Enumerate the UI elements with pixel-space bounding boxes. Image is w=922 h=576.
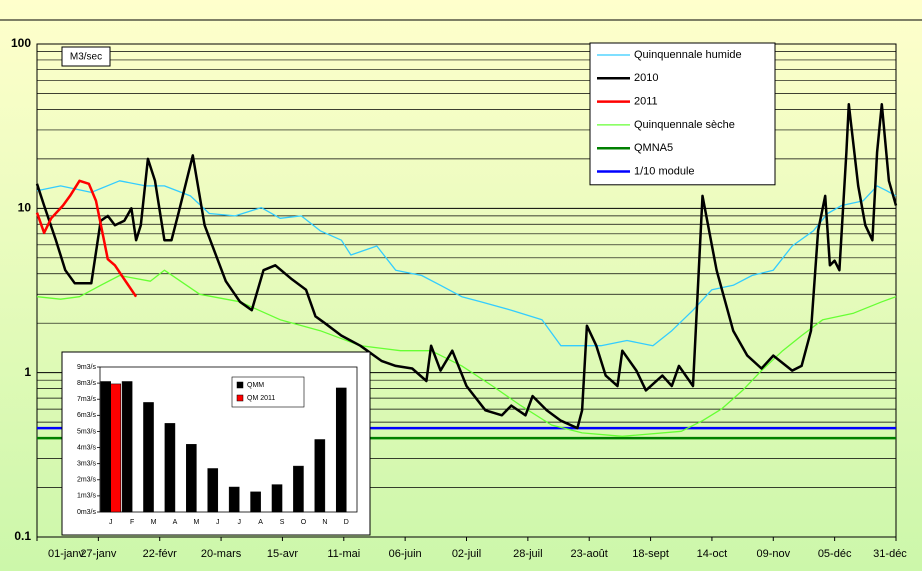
x-tick-label: 31-déc (873, 548, 907, 560)
x-tick-label: 18-sept (632, 548, 669, 560)
series-line (36, 269, 897, 437)
bar (121, 381, 133, 513)
y-tick-label: 6m3/s (77, 412, 97, 419)
x-tick-label: M (151, 519, 157, 526)
x-tick-label: D (344, 519, 349, 526)
series-line (35, 179, 138, 298)
x-tick-label: J (237, 519, 241, 526)
bar (314, 439, 326, 513)
bar (271, 484, 283, 513)
x-tick-label: 05-déc (818, 548, 852, 560)
x-tick-label: 15-avr (267, 548, 299, 560)
y-tick-label: 100 (11, 36, 31, 50)
legend-label: 1/10 module (634, 165, 695, 177)
y-tick-label: 4m3/s (77, 444, 97, 451)
y-tick-label: 2m3/s (77, 477, 97, 484)
legend-swatch (236, 381, 244, 389)
x-tick-label: O (301, 519, 307, 526)
legend-label: Quinquennale sèche (634, 119, 735, 131)
x-tick-label: 14-oct (697, 548, 728, 560)
x-tick-label: F (130, 519, 134, 526)
y-tick-label: 8m3/s (77, 380, 97, 387)
y-tick-label: 5m3/s (77, 428, 97, 435)
x-tick-label: 20-mars (201, 548, 242, 560)
legend-label: QM 2011 (247, 395, 275, 402)
bar (143, 402, 154, 513)
bar (207, 468, 219, 513)
bar (110, 383, 122, 513)
legend-label: 2010 (634, 72, 658, 84)
legend (589, 42, 776, 186)
y-tick-label: 1 (24, 365, 31, 379)
x-tick-label: 28-juil (513, 548, 542, 560)
x-tick-label: S (280, 519, 285, 526)
bar (335, 387, 347, 513)
bar (100, 381, 111, 513)
x-tick-label: 27-janv (80, 548, 117, 560)
x-tick-label: 02-juil (452, 548, 481, 560)
x-tick-label: 06-juin (389, 548, 422, 560)
x-tick-label: 01-janv (48, 548, 85, 560)
bar (228, 486, 240, 513)
bar (293, 465, 304, 513)
x-tick-label: A (173, 519, 178, 526)
y-tick-label: 0.1 (14, 529, 31, 543)
inset-chart: 0m3/s 1m3/s 2m3/s 3m3/s 4m3/s 5m3/s 6m3/s 7m3/s… (61, 351, 371, 536)
x-tick-label: J (109, 519, 113, 526)
x-tick-label: J (216, 519, 220, 526)
x-tick-label: M (193, 519, 199, 526)
y-tick-label: 10 (18, 201, 32, 215)
legend-label: QMNA5 (634, 142, 673, 154)
x-tick-label: 11-mai (327, 548, 360, 560)
annotation: M3/sec (70, 52, 102, 63)
y-tick-label: 3m3/s (77, 461, 97, 468)
legend-label: QMM (247, 382, 264, 389)
legend-label: 2011 (634, 96, 658, 108)
legend-label: Quinquennale humide (634, 49, 742, 61)
inset-legend (231, 376, 305, 408)
y-tick-label: 1m3/s (77, 493, 97, 500)
bar (164, 423, 176, 513)
x-tick-label: N (322, 519, 327, 526)
series-line (36, 180, 897, 347)
bar (186, 444, 197, 513)
bar (250, 491, 261, 513)
y-tick-label: 0m3/s (77, 509, 97, 516)
legend-swatch (236, 394, 244, 402)
x-tick-label: 23-août (571, 548, 608, 560)
x-tick-label: A (258, 519, 263, 526)
y-tick-label: 7m3/s (77, 396, 97, 403)
series-line (35, 102, 898, 430)
inset-plot-area (99, 366, 358, 513)
y-tick-label: 9m3/s (77, 364, 97, 371)
x-tick-label: 22-févr (143, 548, 178, 560)
annotation-box (61, 46, 111, 67)
x-tick-label: 09-nov (756, 548, 790, 560)
